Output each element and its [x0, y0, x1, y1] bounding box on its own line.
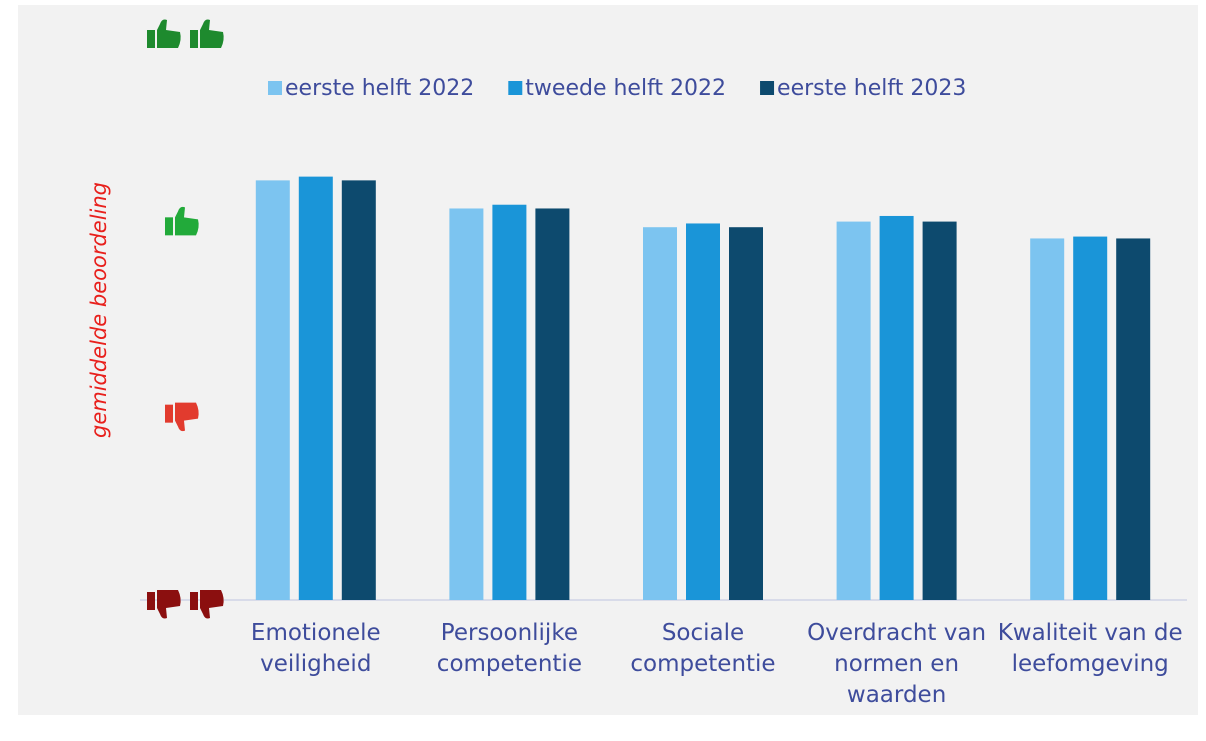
x-tick-label-box: Emotionele veiligheid — [250, 620, 381, 677]
legend-swatch — [508, 81, 523, 95]
bar — [492, 204, 527, 600]
legend-label: tweede helft 2022 — [525, 76, 726, 101]
legend-swatch — [760, 81, 775, 95]
x-tick-label: Kwaliteit van de leefomgeving — [997, 620, 1183, 677]
bar — [449, 208, 484, 600]
thumb-cuff — [165, 217, 173, 236]
x-tick-label-box: Overdracht van normen en waarden — [807, 620, 987, 708]
bar — [879, 215, 914, 600]
thumb-hand — [175, 402, 199, 432]
bar — [643, 227, 677, 600]
bar — [255, 180, 290, 600]
thumb-cuff — [190, 30, 198, 48]
x-tick-label-box: Kwaliteit van de leefomgeving — [997, 620, 1183, 677]
x-tick-label-box: Persoonlijke competentie — [436, 620, 582, 677]
bar — [535, 208, 570, 600]
thumb-hand — [200, 19, 224, 48]
bar — [686, 223, 720, 600]
y-tick-icon — [147, 590, 224, 619]
bar — [341, 180, 376, 600]
x-tick-label: Persoonlijke competentie — [436, 620, 582, 677]
thumb-cuff — [147, 30, 155, 48]
x-tick-label: Overdracht van normen en waarden — [807, 620, 987, 708]
bar — [1116, 238, 1151, 601]
thumb-cuff — [190, 592, 198, 610]
thumb-cuff — [165, 404, 173, 423]
bar — [922, 221, 957, 600]
x-tick-label-box: Sociale competentie — [630, 620, 776, 677]
bar — [729, 227, 763, 600]
y-tick-icon — [147, 19, 224, 48]
x-tick-label: Sociale competentie — [630, 620, 776, 677]
bar — [1073, 236, 1108, 600]
y-tick-icon — [165, 206, 199, 236]
legend-label: eerste helft 2022 — [285, 76, 474, 101]
bar — [1030, 238, 1065, 601]
bar — [298, 176, 333, 601]
legend-swatch — [268, 81, 282, 95]
thumb-cuff — [147, 592, 155, 610]
thumb-hand — [157, 19, 181, 48]
y-tick-icon — [165, 402, 199, 432]
thumb-hand — [175, 206, 199, 236]
y-axis-label: gemiddelde beoordeling — [87, 182, 111, 438]
x-tick-label: Emotionele veiligheid — [250, 620, 381, 677]
bar — [836, 221, 871, 600]
legend-label: eerste helft 2023 — [777, 76, 966, 101]
thumb-hand — [157, 590, 181, 619]
thumb-hand — [200, 590, 224, 619]
